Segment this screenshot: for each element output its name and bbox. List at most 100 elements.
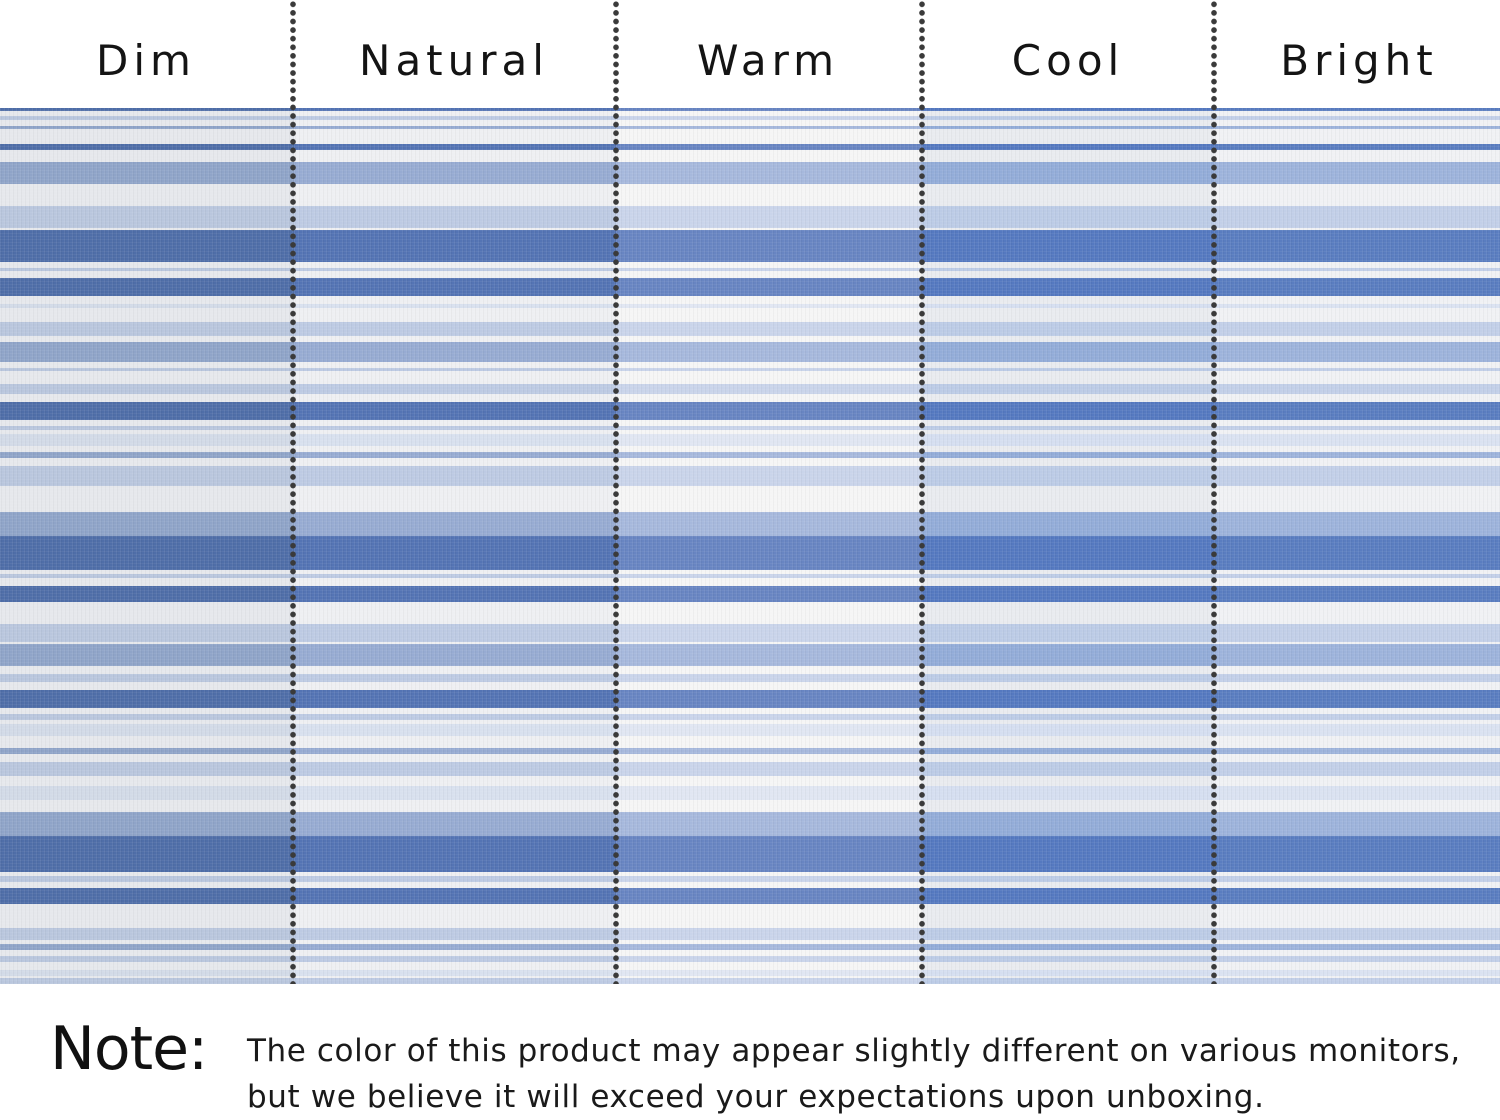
fabric-stripe [294,644,616,666]
fabric-stripe [1214,452,1500,458]
fabric-stripe [0,690,294,708]
fabric-stripe [616,466,922,486]
fabric-stripe [1214,126,1500,129]
fabric-stripe [0,888,294,904]
fabric-stripe [294,512,616,536]
fabric-stripe [616,586,922,602]
fabric-stripe [0,206,294,228]
dotted-divider [289,0,297,988]
fabric-stripe [616,762,922,776]
fabric-stripe [0,786,294,800]
fabric-stripe [616,452,922,458]
fabric-stripe [616,978,922,984]
fabric-stripe [294,384,616,394]
fabric-stripe [1214,162,1500,184]
fabric-stripe [922,162,1214,184]
fabric-stripe [1214,944,1500,950]
fabric-stripe [1214,230,1500,262]
fabric-stripe [922,970,1214,976]
fabric-stripe [1214,434,1500,446]
fabric-stripe [0,322,294,336]
fabric-stripe [616,690,922,708]
fabric-stripe [616,970,922,976]
fabric-stripe [616,116,922,120]
fabric-stripe [294,268,616,271]
fabric-stripe [0,928,294,940]
fabric-stripe [0,536,294,570]
fabric-stripe [294,674,616,682]
fabric-stripe [0,384,294,394]
fabric-stripe [294,762,616,776]
fabric-stripe [294,230,616,262]
fabric-stripe [1214,368,1500,371]
fabric-stripe [0,466,294,486]
fabric-stripe [1214,586,1500,602]
fabric-stripe [294,126,616,129]
fabric-stripe [1214,116,1500,120]
panel-dim [0,108,294,984]
fabric-stripe [922,206,1214,228]
fabric-stripe [0,970,294,976]
fabric-stripe [922,126,1214,129]
fabric-stripe [922,144,1214,150]
fabric-stripe [1214,108,1500,111]
fabric-stripe [616,674,922,682]
fabric-stripe [922,574,1214,578]
fabric-stripe [1214,426,1500,430]
fabric-stripe [1214,512,1500,536]
fabric-stripe [922,402,1214,420]
fabric-stripe [616,512,922,536]
fabric-stripe [922,342,1214,362]
fabric-stripe [922,304,1214,308]
fabric-stripe [1214,836,1500,872]
fabric-stripe [0,644,294,666]
fabric-stripe [294,690,616,708]
fabric-stripe [294,304,616,308]
fabric-stripe [616,402,922,420]
fabric-stripe [616,322,922,336]
fabric-stripe [0,144,294,150]
fabric-stripe [294,342,616,362]
fabric-stripe [0,452,294,458]
fabric-stripe [616,624,922,642]
fabric-stripe [0,304,294,308]
fabric-stripe [922,466,1214,486]
fabric-stripe [294,434,616,446]
fabric-stripe [294,536,616,570]
fabric-stripe [616,230,922,262]
fabric-stripe [922,944,1214,950]
fabric-stripe [616,928,922,940]
fabric-stripe [922,116,1214,120]
fabric-stripe [1214,786,1500,800]
fabric-stripe [616,162,922,184]
fabric-stripe [1214,384,1500,394]
fabric-stripe [0,762,294,776]
fabric-stripe [922,452,1214,458]
fabric-stripe [1214,466,1500,486]
note-section: Note: The color of this product may appe… [0,984,1500,1116]
fabric-stripe [616,536,922,570]
fabric-stripe [1214,402,1500,420]
fabric-stripe [1214,278,1500,296]
fabric-stripe [1214,714,1500,720]
fabric-stripe [616,812,922,836]
fabric-stripe [616,724,922,736]
fabric-stripe [1214,206,1500,228]
fabric-stripe [294,108,616,111]
fabric-stripe [294,970,616,976]
fabric-stripe [1214,978,1500,984]
fabric-stripe [0,876,294,882]
fabric-stripe [1214,322,1500,336]
fabric-stripe [616,304,922,308]
fabric-stripe [0,126,294,129]
fabric-stripe [616,108,922,111]
fabric-stripe [1214,690,1500,708]
fabric-stripe [294,624,616,642]
fabric-stripe [294,452,616,458]
fabric-stripe [616,574,922,578]
fabric-stripe [294,402,616,420]
fabric-stripe [922,690,1214,708]
fabric-stripe [616,126,922,129]
fabric-stripe [616,888,922,904]
